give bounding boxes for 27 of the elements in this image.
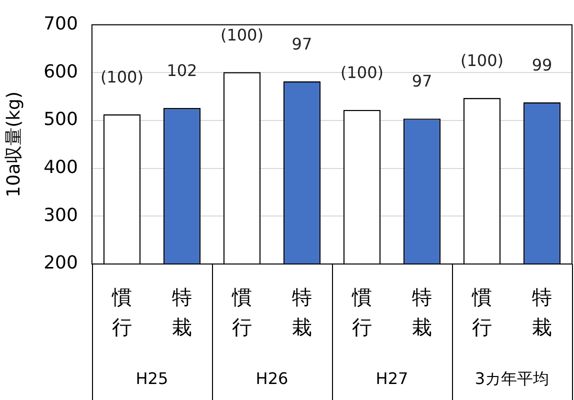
y-tick-label: 500 [44,109,78,130]
x-tick-label: 特栽 [172,285,192,340]
annotation: 102 [166,61,198,80]
annotation: 99 [532,55,552,74]
annotation: 97 [292,34,312,54]
annotation: (100) [460,51,504,70]
y-tick-label: 300 [44,204,78,226]
text: H25 [136,369,168,388]
text: 3カ年平均 [474,369,550,388]
x-tick-label: 慣行 [350,285,372,340]
y-axis-title: 10a収量(kg) [3,91,24,198]
annotation: (100) [340,63,384,82]
x-tick-label: 慣行 [230,285,252,340]
x-tick-label: 特栽 [532,285,552,340]
x-tick-label: 特栽 [412,285,432,340]
text: H27 [376,369,408,388]
y-tick-label: 600 [44,61,78,82]
x-tick-label: 慣行 [110,285,132,340]
y-tick-label: 200 [44,252,78,274]
annotation: (100) [100,67,144,86]
y-tick-label: 700 [44,13,78,34]
text: H26 [256,369,288,388]
x-tick-label: 慣行 [470,285,492,340]
annotation: (100) [220,25,264,44]
x-tick-label: 特栽 [292,285,312,340]
y-tick-label: 400 [44,156,78,178]
annotation: 97 [412,72,432,91]
